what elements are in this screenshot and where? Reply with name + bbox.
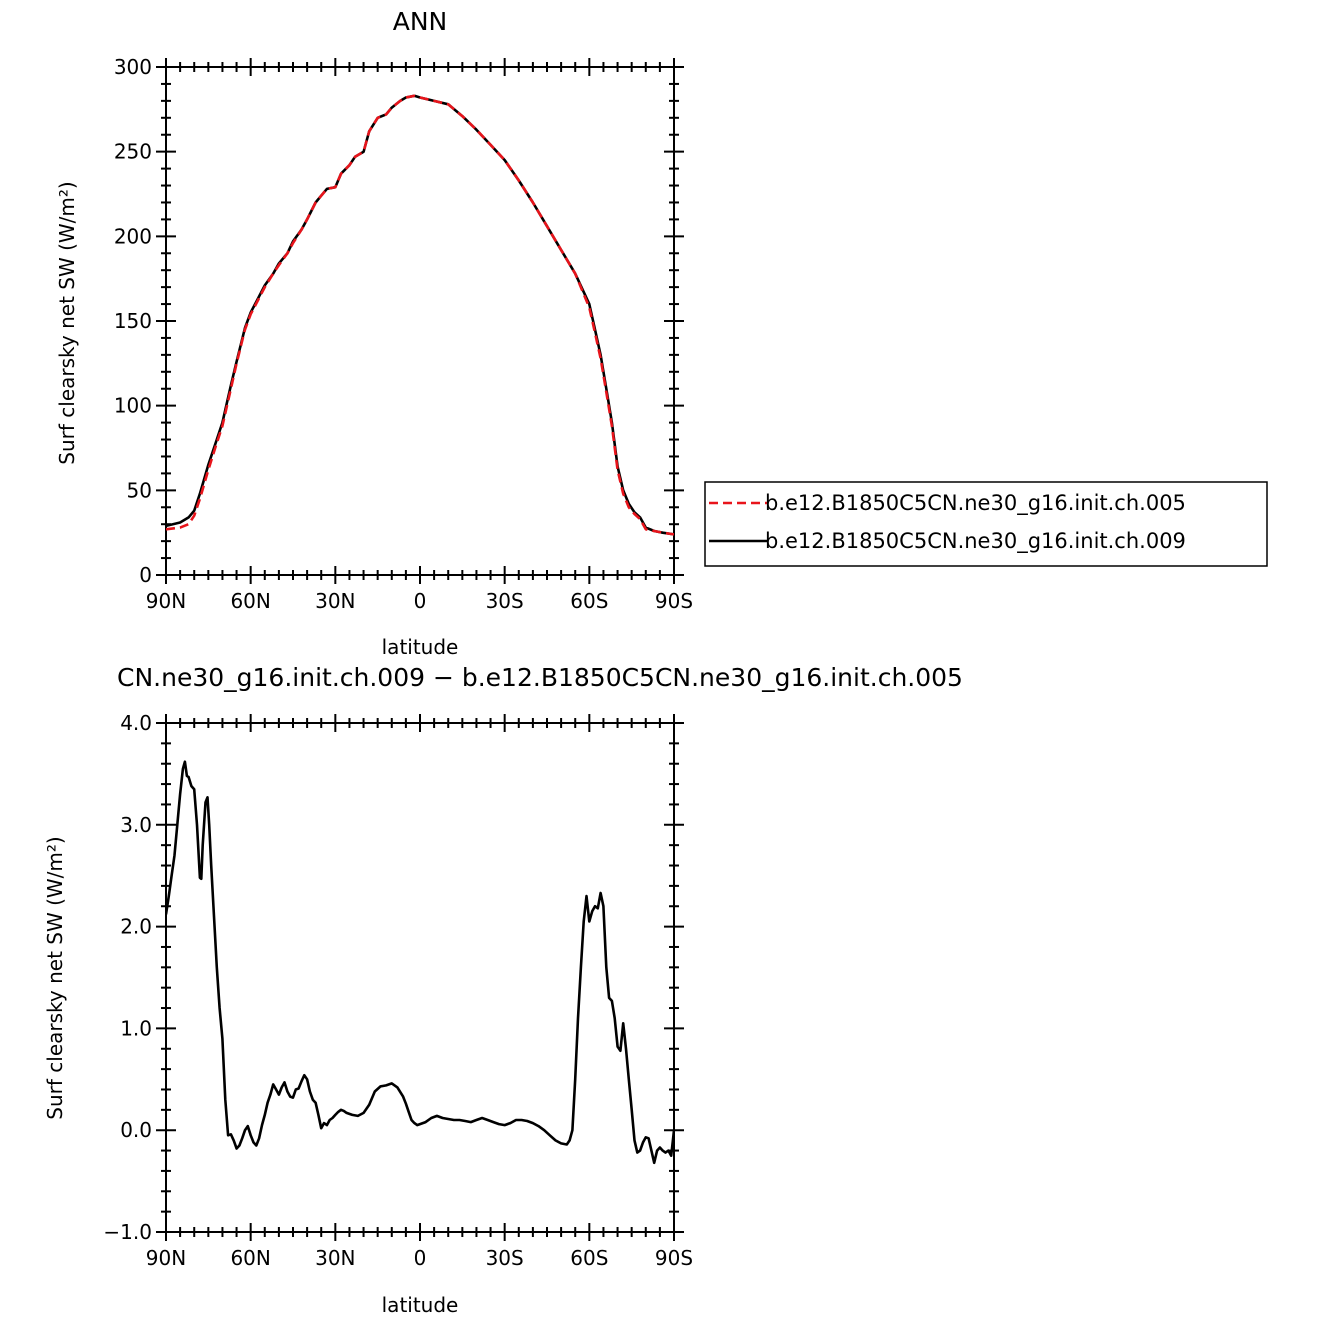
chart-1-xtick-label: 60N xyxy=(230,589,270,613)
chart-1-series-2-line xyxy=(166,94,674,536)
chart-2-frame xyxy=(165,722,675,1233)
top-chart-ylabel: Surf clearsky net SW (W/m²) xyxy=(55,181,79,464)
bottom-chart-xlabel: latitude xyxy=(382,1293,459,1317)
chart-2-ytick-label: 4.0 xyxy=(120,711,152,735)
chart-1-x-ticks xyxy=(165,58,675,584)
chart-2-x-ticks xyxy=(165,714,675,1241)
chart-1-xtick-label: 30N xyxy=(315,589,355,613)
bottom-chart: CN.ne30_g16.init.ch.009 − b.e12.B1850C5C… xyxy=(43,663,963,1317)
top-chart-title: ANN xyxy=(393,7,448,36)
legend-label-series-2: b.e12.B1850C5CN.ne30_g16.init.ch.009 xyxy=(765,529,1186,554)
chart-2-series-1-line xyxy=(166,760,674,1165)
chart-2-y-ticks xyxy=(156,722,684,1233)
chart-1-xtick-label: 90S xyxy=(655,589,693,613)
chart-2-xtick-label: 90S xyxy=(655,1246,693,1270)
chart-1-frame xyxy=(165,66,675,576)
chart-2-ytick-label: 3.0 xyxy=(120,813,152,837)
legend-label-series-1: b.e12.B1850C5CN.ne30_g16.init.ch.005 xyxy=(765,491,1186,516)
chart-1-ytick-label: 0 xyxy=(139,563,152,587)
chart-2-ytick-label: 2.0 xyxy=(120,915,152,939)
chart-1-y-ticks xyxy=(156,66,684,576)
chart-1-xtick-label: 90N xyxy=(146,589,186,613)
chart-2-ytick-label: −1.0 xyxy=(103,1220,152,1244)
chart-1-xtick-label: 0 xyxy=(414,589,427,613)
chart-2-xtick-label: 30S xyxy=(486,1246,524,1270)
bottom-chart-ylabel: Surf clearsky net SW (W/m²) xyxy=(43,836,67,1119)
chart-1-series-1-line xyxy=(166,94,674,536)
legend-box xyxy=(704,481,1268,567)
chart-2-ytick-label: 1.0 xyxy=(120,1016,152,1040)
chart-2-xtick-label: 30N xyxy=(315,1246,355,1270)
bottom-chart-title: CN.ne30_g16.init.ch.009 − b.e12.B1850C5C… xyxy=(117,663,963,692)
legend: b.e12.B1850C5CN.ne30_g16.init.ch.005 b.e… xyxy=(704,481,1268,567)
chart-1-xtick-label: 60S xyxy=(570,589,608,613)
chart-1-ytick-label: 250 xyxy=(114,140,152,164)
chart-1-ytick-label: 100 xyxy=(114,394,152,418)
chart-1-ytick-label: 50 xyxy=(127,478,152,502)
chart-1-ytick-label: 200 xyxy=(114,224,152,248)
chart-2-xtick-label: 0 xyxy=(414,1246,427,1270)
chart-1-ytick-label: 150 xyxy=(114,309,152,333)
chart-2-xtick-label: 60S xyxy=(570,1246,608,1270)
chart-2-xtick-label: 90N xyxy=(146,1246,186,1270)
chart-2-xtick-label: 60N xyxy=(230,1246,270,1270)
top-chart: ANN Surf clearsky net SW (W/m²) latitude… xyxy=(55,7,693,659)
chart-2-ytick-label: 0.0 xyxy=(120,1118,152,1142)
chart-1-xtick-label: 30S xyxy=(486,589,524,613)
top-chart-xlabel: latitude xyxy=(382,635,459,659)
chart-1-ytick-label: 300 xyxy=(114,55,152,79)
